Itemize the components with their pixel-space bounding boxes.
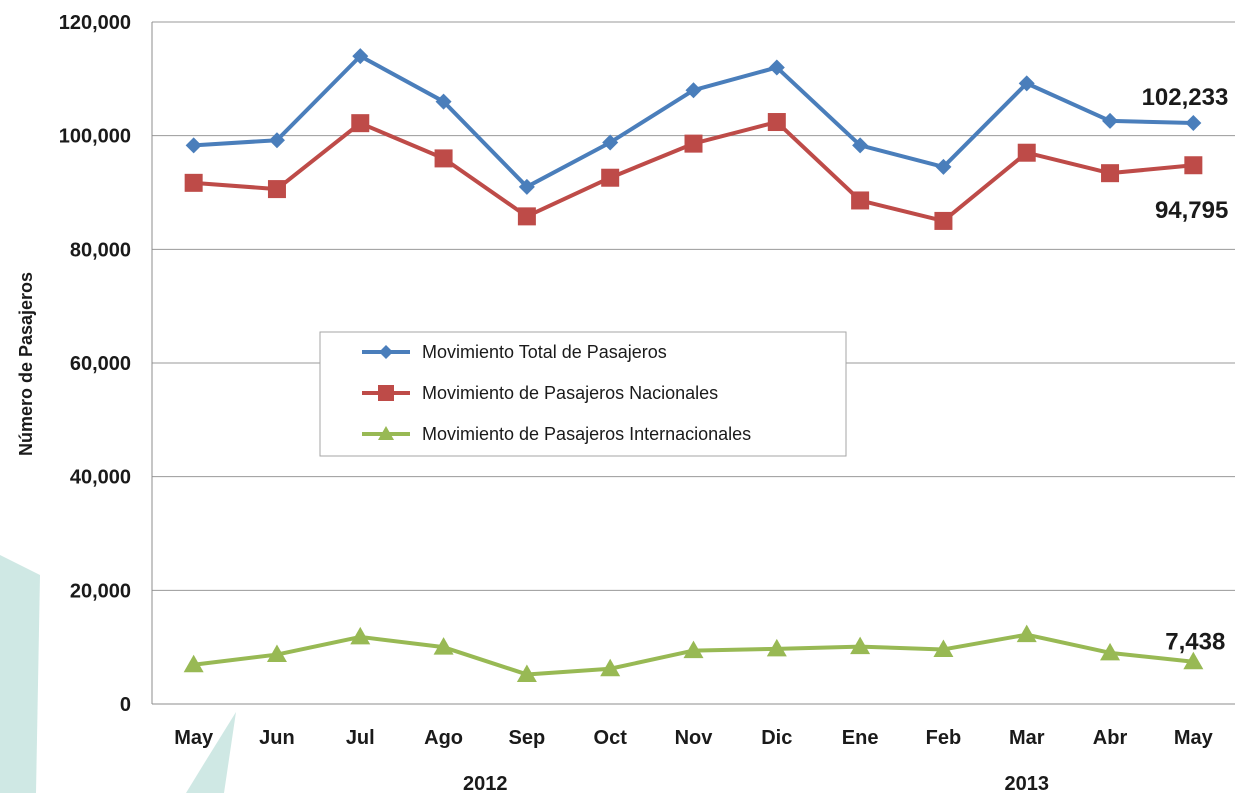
data-point-triangle: [850, 636, 871, 655]
data-point-triangle: [183, 654, 204, 673]
data-point-diamond: [1185, 114, 1202, 131]
x-tick-label: Ago: [424, 727, 463, 749]
x-tick-label: Abr: [1093, 727, 1128, 749]
series-line: [193, 54, 1194, 189]
data-point-square: [184, 173, 203, 192]
x-tick-label: Jun: [259, 727, 295, 749]
data-point-square: [767, 113, 786, 132]
data-point-square: [684, 134, 703, 153]
y-axis-label: Número de Pasajeros: [16, 272, 36, 456]
x-tick-label: May: [1174, 727, 1214, 749]
year-label: 2013: [1004, 773, 1049, 793]
data-point-triangle: [433, 637, 454, 655]
x-tick-label: Sep: [509, 727, 546, 749]
data-point-diamond: [352, 48, 369, 65]
series-1: [185, 48, 1202, 195]
data-point-diamond: [935, 158, 952, 175]
legend-item: Movimiento de Pasajeros Internacionales: [362, 424, 751, 444]
data-point-diamond: [435, 93, 452, 110]
series-3: [183, 624, 1204, 682]
legend-items: Movimiento Total de Pasajeros Movimiento …: [362, 342, 751, 444]
data-point-diamond: [185, 137, 202, 154]
data-point-triangle: [378, 426, 394, 440]
x-tick-label: Ene: [842, 727, 879, 749]
data-point-square: [351, 114, 370, 133]
annotations: 102,233 94,795 7,438: [1142, 84, 1229, 656]
data-point-square: [517, 207, 536, 226]
data-point-diamond: [1018, 75, 1035, 92]
data-point-square: [851, 191, 870, 210]
data-point-diamond: [602, 134, 619, 151]
data-point-square: [378, 385, 394, 401]
data-point-triangle: [683, 640, 704, 659]
data-point-triangle: [933, 639, 954, 657]
data-point-triangle: [1100, 642, 1121, 661]
y-tick-label: 80,000: [70, 239, 131, 261]
legend-item: Movimiento de Pasajeros Nacionales: [362, 383, 718, 403]
data-point-diamond: [268, 132, 285, 149]
data-point-triangle: [766, 638, 787, 657]
data-point-square: [601, 168, 620, 187]
x-tick-label: May: [174, 727, 214, 749]
legend: Movimiento Total de Pasajeros Movimiento …: [319, 331, 847, 457]
x-tick-label: Dic: [761, 727, 792, 749]
axes: 0 20,000 40,000 60,000 80,000 100,000 120,000 M…: [59, 12, 1235, 793]
data-label: 7,438: [1165, 629, 1225, 656]
decorative-teal-wedge: [0, 555, 40, 793]
data-point-diamond: [685, 82, 702, 99]
data-point-diamond: [518, 178, 535, 195]
data-point-diamond: [1102, 112, 1119, 129]
x-tick-label: Oct: [594, 727, 628, 749]
x-tick-label: Jul: [346, 727, 375, 749]
year-label: 2012: [463, 773, 508, 793]
data-point-square: [434, 149, 453, 168]
data-point-square: [1017, 143, 1036, 162]
series-2: [184, 113, 1203, 230]
data-point-triangle: [350, 626, 371, 645]
y-tick-label: 120,000: [59, 12, 131, 34]
legend-item: Movimiento Total de Pasajeros: [362, 342, 667, 362]
decorative-teal-sliver: [186, 712, 236, 793]
y-tick-label: 100,000: [59, 126, 131, 148]
data-point-diamond: [768, 59, 785, 76]
y-tick-label: 0: [120, 694, 131, 716]
legend-label: Movimiento de Pasajeros Internacionales: [422, 424, 751, 444]
data-label: 102,233: [1142, 84, 1229, 111]
data-point-triangle: [516, 664, 537, 682]
data-point-square: [1184, 156, 1203, 175]
data-point-diamond: [852, 137, 869, 154]
y-tick-label: 60,000: [70, 353, 131, 375]
data-point-diamond: [379, 345, 393, 359]
x-tick-label: Mar: [1009, 727, 1045, 749]
data-point-square: [934, 211, 953, 230]
data-point-triangle: [600, 658, 621, 677]
y-tick-label: 20,000: [70, 580, 131, 602]
x-tick-label: Feb: [926, 727, 962, 749]
y-tick-label: 40,000: [70, 467, 131, 489]
data-point-square: [267, 180, 286, 199]
data-point-square: [1101, 164, 1120, 183]
x-tick-label: Nov: [675, 727, 714, 749]
gridlines: [152, 21, 1235, 591]
data-point-triangle: [1183, 651, 1204, 670]
data-label: 94,795: [1155, 197, 1228, 224]
legend-label: Movimiento de Pasajeros Nacionales: [422, 383, 718, 403]
series: [183, 48, 1204, 682]
data-point-triangle: [266, 644, 287, 663]
legend-label: Movimiento Total de Pasajeros: [422, 342, 667, 362]
data-point-triangle: [1016, 624, 1037, 643]
